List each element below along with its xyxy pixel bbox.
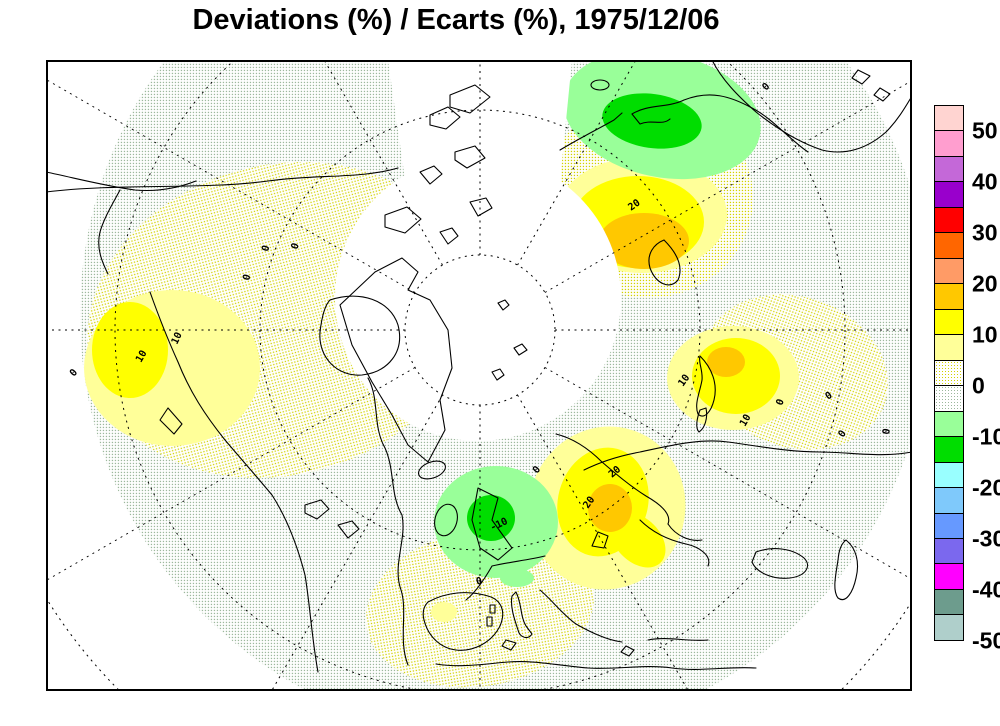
- ozone-deviation-map-page: Deviations (%) / Ecarts (%), 1975/12/06: [0, 0, 1000, 726]
- colorbar-cell: [935, 437, 963, 462]
- colorbar-tick-label: 30: [972, 219, 998, 246]
- map-frame: 00010100200100100002020-1000: [46, 60, 912, 691]
- colorbar-cell: [935, 335, 963, 360]
- colorbar-cell: [935, 259, 963, 284]
- colorbar-cell: [935, 386, 963, 411]
- colorbar-tick-label: 50: [972, 117, 998, 144]
- colorbar-cell: [935, 412, 963, 437]
- colorbar-tick-label: 20: [972, 270, 998, 297]
- colorbar-cell: [935, 615, 963, 639]
- colorbar-cell: [935, 182, 963, 207]
- colorbar-tick-label: -40: [972, 576, 1000, 603]
- colorbar-cell: [935, 539, 963, 564]
- colorbar-cell: [935, 361, 963, 386]
- colorbar-tick-label: 40: [972, 168, 998, 195]
- colorbar-cell: [935, 208, 963, 233]
- colorbar-cell: [935, 284, 963, 309]
- colorbar-cell: [935, 590, 963, 615]
- colorbar-cell: [935, 233, 963, 258]
- colorbar-cell: [935, 488, 963, 513]
- contour-label: 0: [68, 367, 80, 379]
- colorbar-cell: [935, 564, 963, 589]
- colorbar: [934, 105, 964, 641]
- colorbar-cell: [935, 514, 963, 539]
- colorbar-cell: [935, 106, 963, 131]
- colorbar-tick-label: -50: [972, 628, 1000, 655]
- page-title: Deviations (%) / Ecarts (%), 1975/12/06: [0, 4, 912, 37]
- map-canvas: 00010100200100100002020-1000: [46, 60, 912, 691]
- colorbar-tick-label: -30: [972, 525, 1000, 552]
- colorbar-tick-label: -10: [972, 423, 1000, 450]
- colorbar-tick-label: -20: [972, 474, 1000, 501]
- colorbar-cell: [935, 157, 963, 182]
- colorbar-tick-label: 0: [972, 372, 985, 399]
- colorbar-cell: [935, 310, 963, 335]
- colorbar-tick-label: 10: [972, 321, 998, 348]
- colorbar-cell: [935, 463, 963, 488]
- colorbar-cell: [935, 131, 963, 156]
